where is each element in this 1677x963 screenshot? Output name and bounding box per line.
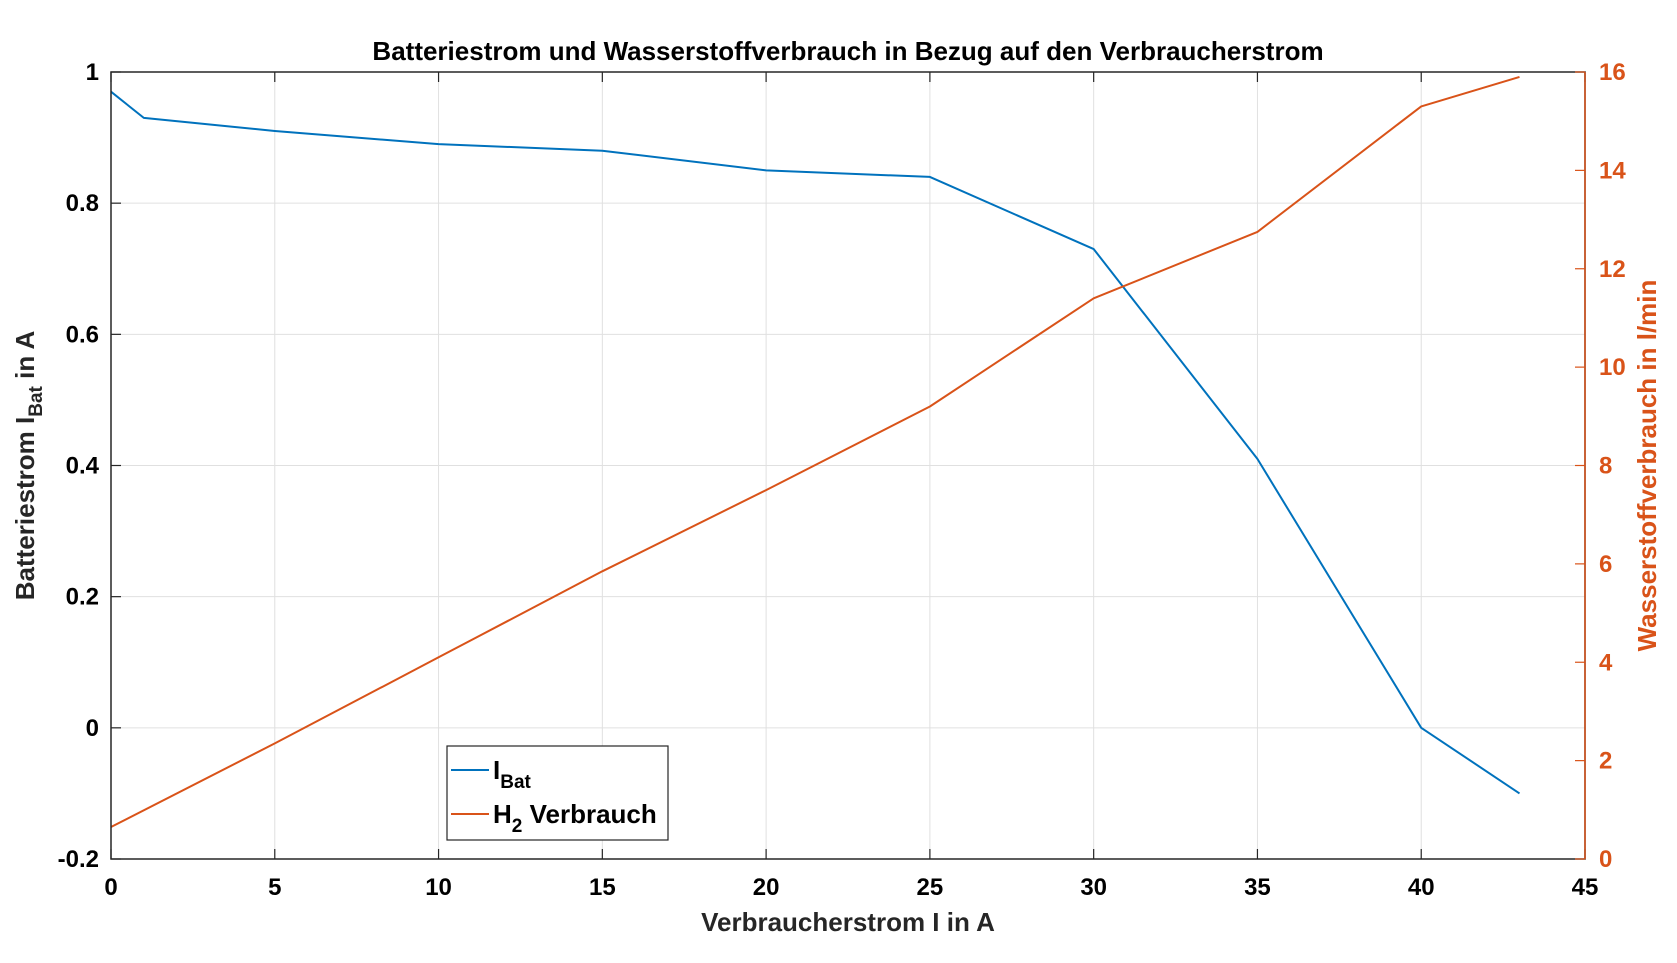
legend: IBat H2 Verbrauch [446,745,669,841]
y-right-tick-label: 14 [1599,157,1626,184]
series-line-h2 [110,75,1520,828]
y-left-tick-label: 1 [86,59,99,86]
x-tick-label: 15 [589,874,616,901]
y-left-label-suffix: in A [10,331,40,387]
y-right-tick-label: 8 [1599,453,1612,480]
ticks: 0 5 10 15 20 25 30 35 40 45-0.200.20.40.60.810246… [58,59,1627,901]
x-tick-label: 10 [425,874,452,901]
x-tick-label: 40 [1408,874,1435,901]
y-left-tick-label: 0.6 [66,321,99,348]
x-tick-label: 30 [1080,874,1107,901]
chart-title: Batteriestrom und Wasserstoffverbrauch i… [372,36,1323,66]
y-right-tick-label: 12 [1599,256,1626,283]
y-left-tick-label: 0.8 [66,190,99,217]
legend-label-ibat: IBat [493,755,532,793]
legend-label-h2-suffix: Verbrauch [522,799,656,829]
y-right-tick-label: 10 [1599,354,1626,381]
x-axis-label: Verbraucherstrom I in A [701,907,995,937]
y-left-label-main: Batteriestrom I [10,417,40,601]
legend-box [446,745,669,841]
grid [111,72,1585,859]
x-tick-label: 35 [1244,874,1271,901]
legend-label-ibat-main: I [493,755,500,785]
y-left-tick-label: 0.4 [66,453,100,480]
y-right-tick-label: 6 [1599,551,1612,578]
legend-label-h2-main: H [493,799,512,829]
y-right-axis-label: Wasserstoffverbrauch in l/min [1632,280,1662,652]
y-left-label-sub: Bat [26,385,47,416]
legend-label-h2-sub: 2 [512,816,523,837]
series-layer [110,75,1521,828]
y-right-tick-label: 16 [1599,59,1626,86]
legend-label-ibat-sub: Bat [500,772,531,793]
y-left-tick-label: 0 [86,715,99,742]
x-tick-label: 20 [753,874,780,901]
x-tick-label: 45 [1572,874,1599,901]
y-right-tick-label: 2 [1599,748,1612,775]
y-left-axis-label: Batteriestrom IBat in A [10,331,47,601]
y-right-tick-label: 0 [1599,846,1612,873]
x-tick-label: 25 [917,874,944,901]
x-tick-label: 5 [268,874,281,901]
y-left-tick-label: -0.2 [58,846,99,873]
series-line-ibat [110,90,1521,795]
y-left-tick-label: 0.2 [66,584,99,611]
x-tick-label: 0 [104,874,117,901]
legend-label-h2: H2 Verbrauch [493,799,657,837]
y-right-tick-label: 4 [1599,649,1613,676]
